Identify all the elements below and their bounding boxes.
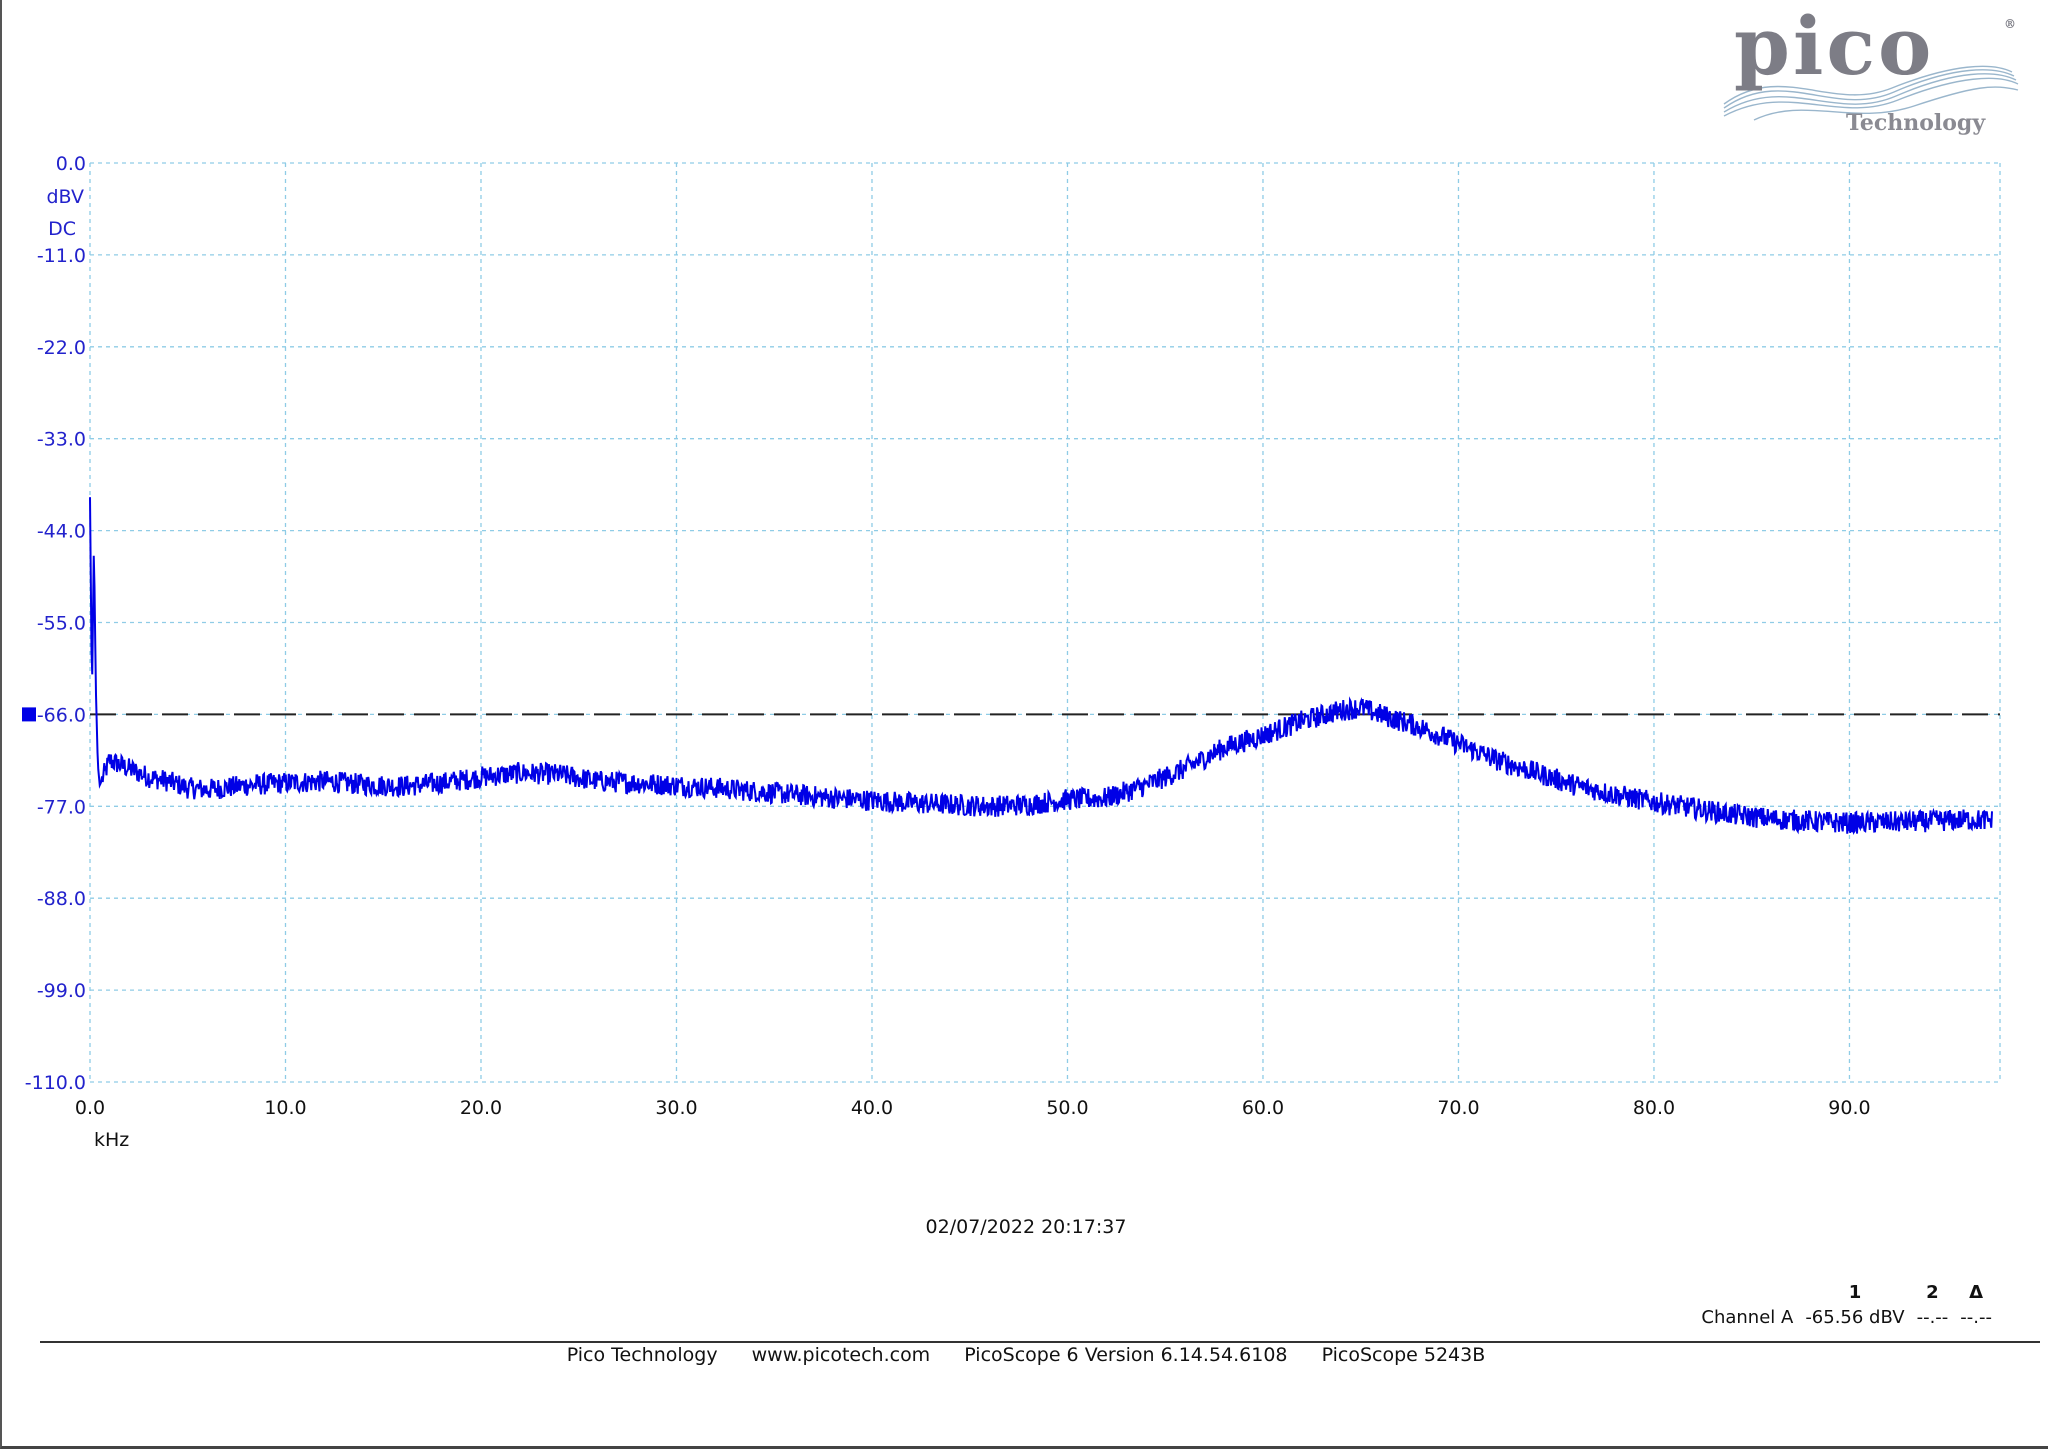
x-axis-unit-label: kHz: [94, 1129, 129, 1151]
footer-divider: [40, 1341, 2040, 1343]
pico-technology-logo: pico ® Technology: [1723, 6, 2019, 136]
x-tick-label: 50.0: [1046, 1097, 1088, 1119]
svg-text:®: ®: [2004, 17, 2016, 31]
svg-text:Technology: Technology: [1846, 110, 1986, 136]
readout-header-spacer: [1695, 1280, 1799, 1305]
measurement-readout: 1 2 Δ Channel A -65.56 dBV --.-- --.--: [1695, 1280, 1998, 1330]
y-tick-label: -88.0: [37, 888, 86, 910]
x-tick-label: 0.0: [75, 1097, 105, 1119]
footer: Pico Technology www.picotech.com PicoSco…: [2, 1344, 2048, 1366]
x-tick-label: 90.0: [1828, 1097, 1870, 1119]
y-tick-label: -33.0: [37, 429, 86, 451]
x-tick-label: 30.0: [655, 1097, 697, 1119]
y-tick-label: -66.0: [37, 704, 86, 726]
readout-header-cursor-1: 1: [1848, 1282, 1862, 1303]
readout-header-delta: Δ: [1969, 1282, 1984, 1303]
readout-header-cursor-2: 2: [1926, 1282, 1939, 1303]
y-tick-label: -22.0: [37, 337, 86, 359]
readout-value-cursor-2: --.--: [1916, 1307, 1949, 1328]
series-line-channel-a: [89, 497, 1993, 835]
y-axis-unit-label: dBV: [46, 186, 84, 208]
y-tick-label: -44.0: [37, 521, 86, 543]
readout-value-cursor-1: -65.56 dBV: [1805, 1307, 1905, 1328]
x-tick-label: 20.0: [460, 1097, 502, 1119]
footer-software-version: PicoScope 6 Version 6.14.54.6108: [964, 1344, 1288, 1366]
y-tick-label: -99.0: [37, 980, 86, 1002]
y-tick-label: 0.0: [56, 153, 86, 175]
y-axis-ticks: 0.0 -11.0 -22.0 -33.0 -44.0 -55.0 -66.0 -77.0 -8…: [25, 153, 86, 1094]
gridlines: [89, 162, 2001, 1083]
footer-website[interactable]: www.picotech.com: [751, 1344, 931, 1366]
y-tick-label: -55.0: [37, 613, 86, 635]
y-tick-label: -77.0: [37, 796, 86, 818]
x-tick-label: 70.0: [1437, 1097, 1479, 1119]
logo-wave-icon: [1723, 65, 2019, 121]
svg-text:pico: pico: [1734, 6, 1934, 93]
footer-device: PicoScope 5243B: [1321, 1344, 1486, 1366]
x-tick-label: 40.0: [851, 1097, 893, 1119]
readout-value-delta: --.--: [1960, 1307, 1992, 1328]
readout-row-channel-a: Channel A -65.56 dBV --.-- --.--: [1695, 1305, 1998, 1330]
y-axis-coupling-label: DC: [48, 218, 76, 240]
capture-timestamp: 02/07/2022 20:17:37: [925, 1216, 1127, 1238]
x-tick-label: 80.0: [1633, 1097, 1675, 1119]
spectrum-chart: 0.0 -11.0 -22.0 -33.0 -44.0 -55.0 -66.0 -77.0 -8…: [22, 153, 2001, 1151]
y-tick-label: -110.0: [25, 1072, 86, 1094]
channel-a-marker-icon[interactable]: [22, 707, 36, 722]
x-tick-label: 60.0: [1242, 1097, 1284, 1119]
y-tick-label: -11.0: [37, 245, 86, 267]
x-axis-ticks: 0.0 10.0 20.0 30.0 40.0 50.0 60.0 70.0 80.0 90.0: [75, 1097, 1871, 1119]
footer-company: Pico Technology: [566, 1344, 718, 1366]
x-tick-label: 10.0: [264, 1097, 306, 1119]
readout-row-label: Channel A: [1701, 1307, 1794, 1328]
